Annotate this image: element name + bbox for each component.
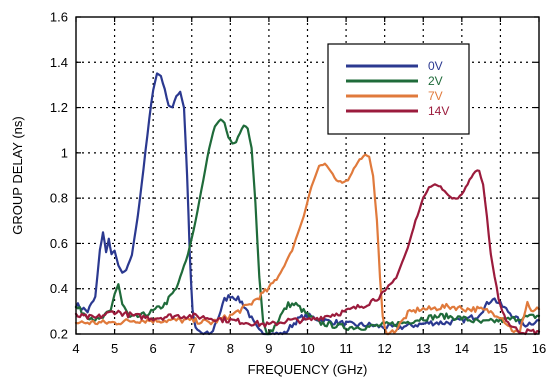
x-tick-label: 4 bbox=[72, 341, 79, 356]
x-tick-label: 9 bbox=[265, 341, 272, 356]
legend-label-14V: 14V bbox=[428, 104, 449, 118]
legend-box bbox=[327, 43, 470, 135]
x-tick-label: 14 bbox=[455, 341, 469, 356]
legend-label-0V: 0V bbox=[428, 59, 443, 73]
y-tick-label: 1.4 bbox=[50, 55, 68, 70]
y-tick-label: 1.2 bbox=[50, 100, 68, 115]
y-tick-label: 1.6 bbox=[50, 10, 68, 25]
x-tick-label: 11 bbox=[339, 341, 353, 356]
tick-layer: 4 5 6 7 8 9 10 11 12 13 14 15 16 0.2 0.4 0.6 0.8 1 1.2 1.4 1… bbox=[50, 10, 546, 357]
x-tick-label: 12 bbox=[377, 341, 391, 356]
legend-label-2V: 2V bbox=[428, 74, 443, 88]
x-tick-label: 7 bbox=[188, 341, 195, 356]
x-tick-label: 5 bbox=[111, 341, 118, 356]
x-tick-label: 8 bbox=[227, 341, 234, 356]
x-tick-label: 16 bbox=[532, 341, 546, 356]
y-axis-title: GROUP DELAY (ns) bbox=[10, 116, 25, 234]
series-layer bbox=[74, 72, 541, 336]
x-tick-label: 10 bbox=[300, 341, 314, 356]
y-tick-label: 0.8 bbox=[50, 191, 68, 206]
x-tick-label: 15 bbox=[493, 341, 507, 356]
y-tick-label: 0.4 bbox=[50, 281, 68, 296]
y-tick-label: 1 bbox=[61, 145, 68, 160]
x-tick-label: 13 bbox=[416, 341, 430, 356]
series-line-2V bbox=[74, 118, 541, 336]
x-tick-label: 6 bbox=[150, 341, 157, 356]
series-line-14V bbox=[74, 169, 541, 336]
legend-label-7V: 7V bbox=[428, 89, 443, 103]
x-axis-title: FREQUENCY (GHz) bbox=[248, 362, 368, 377]
y-tick-label: 0.6 bbox=[50, 236, 68, 251]
y-tick-label: 0.2 bbox=[50, 327, 68, 342]
